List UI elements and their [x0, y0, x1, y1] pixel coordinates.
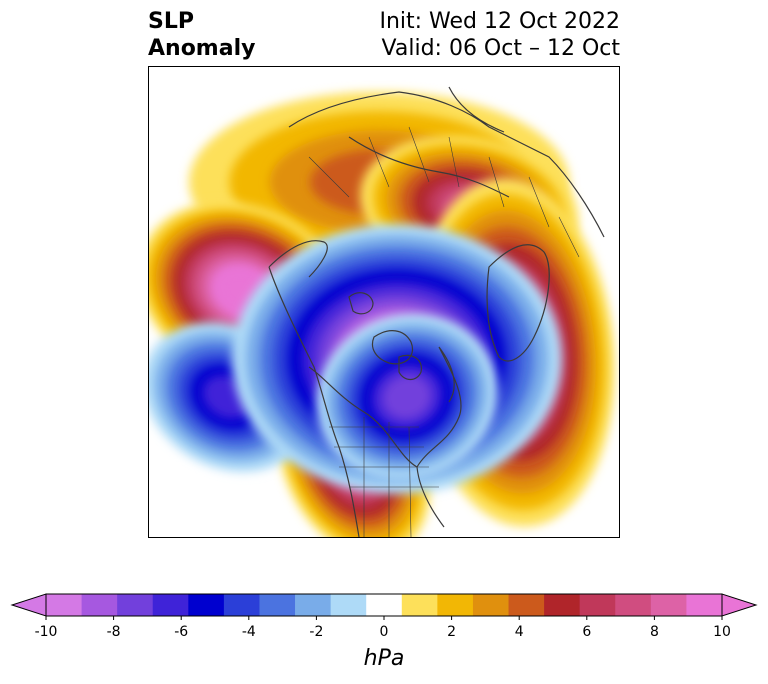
colorbar-segment — [117, 594, 154, 616]
chart-subtitle: Init: Wed 12 Oct 2022 Valid: 06 Oct – 12… — [379, 8, 620, 62]
colorbar-tick-label: -8 — [107, 624, 121, 640]
colorbar-segment — [615, 594, 652, 616]
coastline-layer — [268, 86, 605, 537]
colorbar-tick-label: -10 — [35, 624, 58, 640]
colorbar-tick-label: -6 — [174, 624, 188, 640]
colorbar-segment — [295, 594, 332, 616]
colorbar-tick-label: 2 — [447, 624, 456, 640]
colorbar-extend-min — [10, 593, 47, 617]
arctic-islands-coastline — [348, 292, 423, 381]
colorbar-extend-max — [721, 593, 758, 617]
colorbar-tick-label: -4 — [242, 624, 256, 640]
colorbar-segment — [650, 594, 687, 616]
colorbar-segment — [223, 594, 260, 616]
country-borders — [308, 126, 580, 537]
colorbar-segment — [401, 594, 438, 616]
anomaly-contour-band — [382, 374, 432, 420]
colorbar-ticks: -10 -8 -6 -4 -2 0 2 4 6 8 10 — [35, 616, 731, 640]
colorbar-segment — [188, 594, 225, 616]
colorbar-segment — [544, 594, 581, 616]
colorbar-segment — [152, 594, 189, 616]
colorbar-segment — [508, 594, 545, 616]
anomaly-map — [148, 66, 620, 538]
colorbar: -10 -8 -6 -4 -2 0 2 4 6 8 10 — [10, 593, 758, 640]
colorbar-segment — [81, 594, 118, 616]
colorbar-segment — [46, 594, 82, 616]
chart-title: SLP Anomaly — [148, 8, 255, 62]
title-variable: SLP — [148, 9, 194, 34]
valid-range-label: Valid: 06 Oct – 12 Oct — [381, 36, 620, 61]
colorbar-segment — [472, 594, 509, 616]
colorbar-segments — [10, 593, 758, 617]
colorbar-tick-label: 6 — [582, 624, 591, 640]
colorbar-segment — [686, 594, 723, 616]
colorbar-tick-label: 4 — [515, 624, 524, 640]
colorbar-segment — [259, 594, 296, 616]
anomaly-field-layer — [149, 92, 615, 537]
colorbar-tick-label: 8 — [650, 624, 659, 640]
map-canvas — [149, 86, 615, 537]
colorbar-segment — [366, 594, 403, 616]
title-anomaly: Anomaly — [148, 36, 256, 61]
colorbar-segment — [437, 594, 474, 616]
colorbar-tick-label: 10 — [713, 624, 731, 640]
colorbar-tick-label: -2 — [309, 624, 323, 640]
greenland-coastline — [486, 244, 550, 362]
colorbar-segment — [579, 594, 616, 616]
colorbar-unit-label: hPa — [363, 646, 405, 671]
init-date-label: Init: Wed 12 Oct 2022 — [379, 9, 620, 34]
eurasia-coastline — [288, 86, 605, 238]
colorbar-segment — [330, 594, 367, 616]
colorbar-tick-label: 0 — [380, 624, 389, 640]
